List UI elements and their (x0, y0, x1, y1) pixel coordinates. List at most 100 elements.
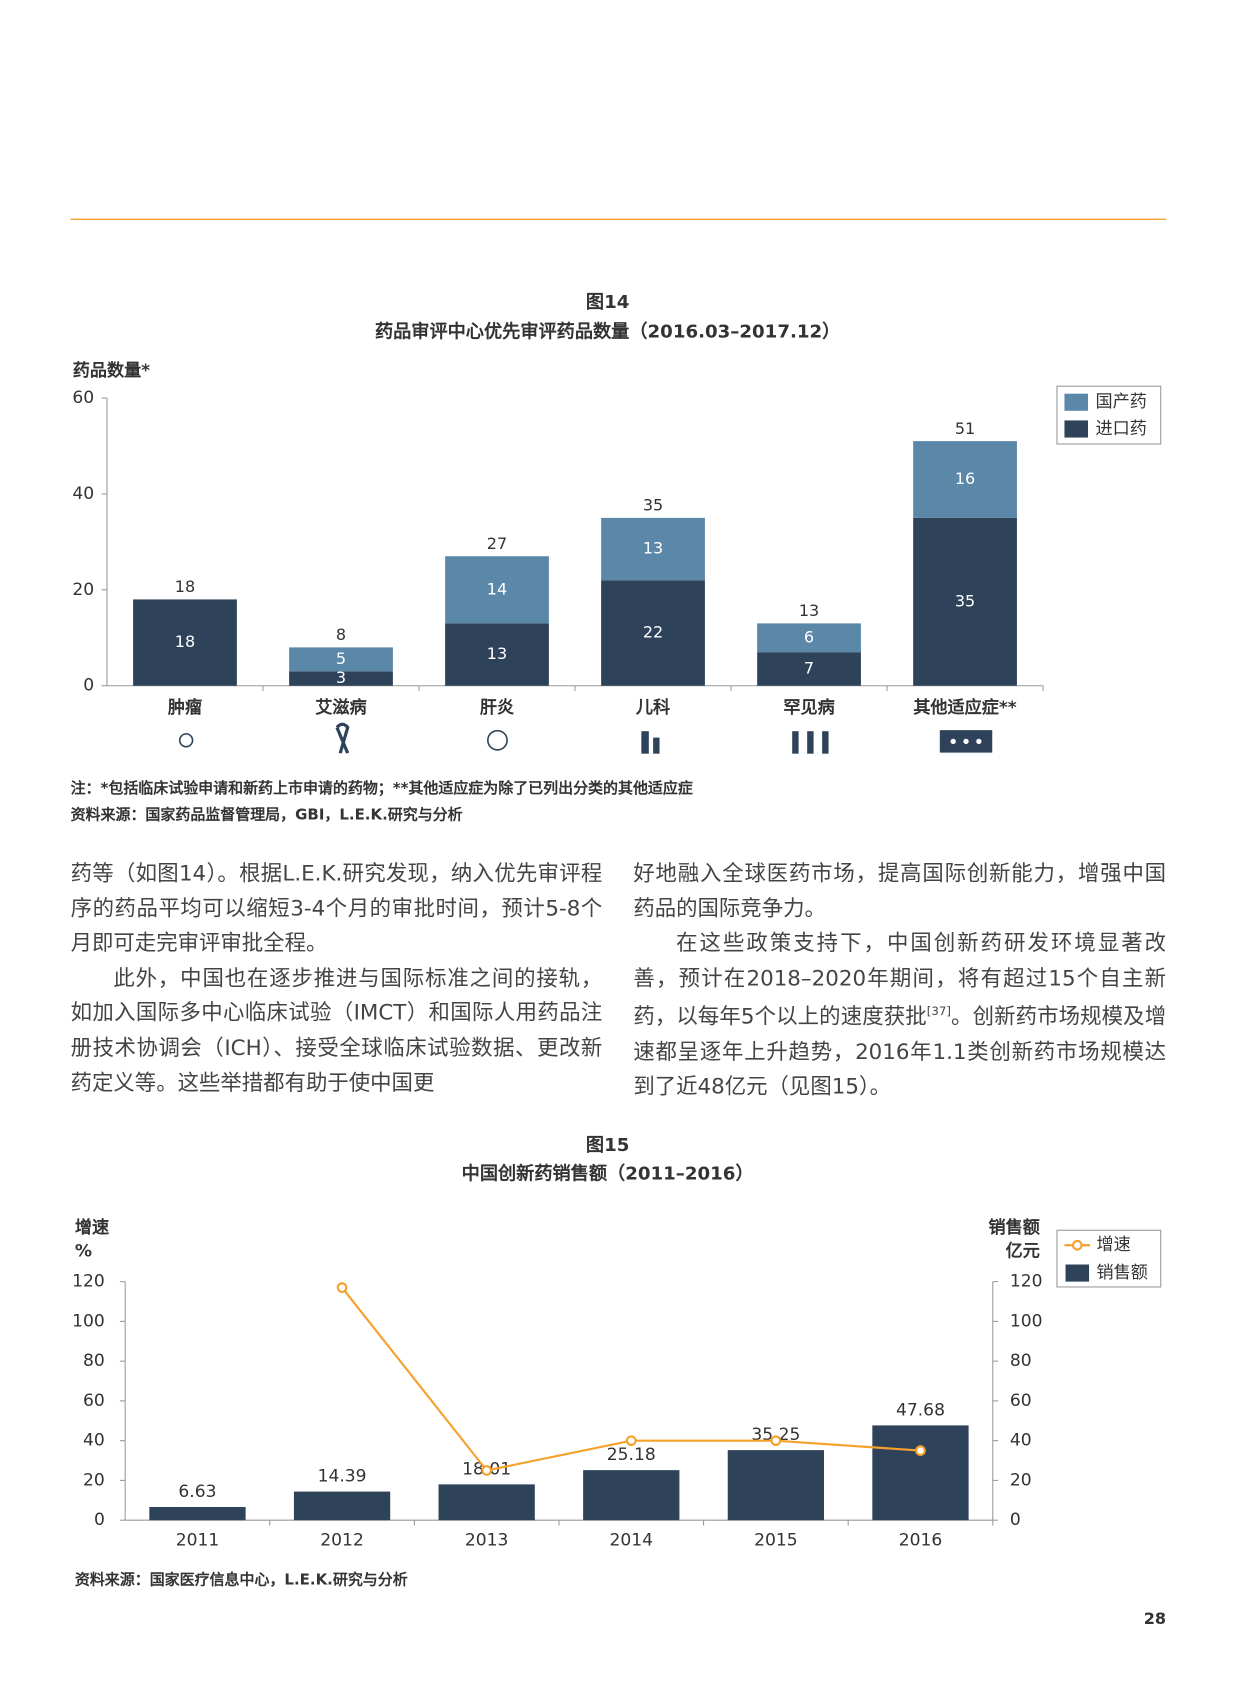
legend-label: 进口药 (1095, 419, 1146, 439)
legend-swatch (1064, 394, 1088, 411)
x-tick-label: 肝炎 (480, 697, 515, 718)
bar-value-label: 13 (487, 644, 507, 663)
icon-dot (963, 739, 968, 744)
bar (149, 1507, 245, 1520)
x-tick-label: 艾滋病 (315, 697, 366, 718)
bar-value-label: 14.39 (318, 1467, 367, 1487)
y-axis-label: 药品数量* (73, 360, 150, 381)
x-tick-label: 2015 (754, 1531, 798, 1551)
legend-swatch (1066, 1265, 1090, 1282)
paragraph: 药等（如图14）。根据L.E.K.研究发现，纳入优先审评程序的药品平均可以缩短3… (71, 856, 603, 961)
icon-people (808, 732, 813, 753)
chart-note: 注：*包括临床试验申请和新药上市申请的药物；**其他适应症为除了已列出分类的其他… (71, 779, 693, 797)
page-number: 28 (1144, 1609, 1166, 1628)
y-axis-unit: % (75, 1242, 92, 1262)
y-tick-label: 40 (83, 1431, 105, 1451)
bar-value-label: 5 (336, 649, 346, 668)
y-tick-label: 120 (72, 1272, 105, 1292)
bar (872, 1425, 968, 1520)
y-tick-label: 40 (72, 484, 94, 504)
total-label: 35 (643, 496, 663, 515)
bar-value-label: 7 (804, 658, 814, 677)
bar (583, 1470, 679, 1520)
icon-people (793, 732, 798, 753)
bar-value-label: 14 (487, 579, 507, 598)
total-label: 18 (175, 577, 195, 596)
line-point (482, 1466, 491, 1475)
y-tick-label: 60 (83, 1391, 105, 1411)
y-tick-label: 60 (72, 388, 94, 408)
total-label: 13 (799, 601, 819, 620)
line-point (338, 1283, 347, 1292)
y2-axis-unit: 亿元 (1006, 1241, 1040, 1262)
icon-kids (642, 732, 648, 753)
line-point (916, 1446, 925, 1455)
bar-value-label: 16 (955, 469, 975, 488)
icon-tumor (180, 734, 193, 747)
bar-value-label: 22 (643, 622, 663, 641)
text-column-right: 好地融入全球医药市场，提高国际创新能力，增强中国药品的国际竞争力。 在这些政策支… (633, 856, 1166, 1104)
legend-label: 增速 (1097, 1235, 1131, 1255)
y2-axis-label: 销售额 (989, 1217, 1041, 1238)
icon-people (823, 732, 828, 753)
y2-tick-label: 120 (1010, 1272, 1043, 1292)
chart-source: 资料来源：国家医疗信息中心，L.E.K.研究与分析 (75, 1571, 408, 1589)
legend-swatch (1064, 420, 1088, 437)
x-tick-label: 其他适应症** (913, 697, 1016, 718)
y2-tick-label: 0 (1010, 1510, 1021, 1530)
paragraph: 好地融入全球医药市场，提高国际创新能力，增强中国药品的国际竞争力。 (633, 856, 1166, 926)
x-tick-label: 2011 (176, 1531, 220, 1551)
paragraph: 在这些政策支持下，中国创新药研发环境显著改善，预计在2018–2020年期间，将… (633, 926, 1166, 1104)
legend-label: 销售额 (1097, 1263, 1148, 1283)
bar-value-label: 35 (955, 591, 975, 610)
x-tick-label: 肿瘤 (168, 697, 202, 718)
bar-value-label: 13 (643, 539, 663, 558)
icon-liver (488, 731, 507, 750)
y2-tick-label: 80 (1010, 1351, 1032, 1371)
y2-tick-label: 40 (1010, 1431, 1032, 1451)
bar-value-label: 47.68 (896, 1400, 945, 1420)
legend-marker (1073, 1241, 1082, 1250)
y-tick-label: 100 (72, 1311, 105, 1331)
y-axis-label: 增速 (75, 1217, 109, 1238)
paragraph: 此外，中国也在逐步推进与国际标准之间的接轨，如加入国际多中心临床试验（IMCT）… (71, 960, 603, 1099)
citation: [37] (927, 1005, 951, 1019)
bar-value-label: 25.18 (607, 1445, 656, 1465)
y-tick-label: 20 (72, 580, 94, 600)
y2-tick-label: 100 (1010, 1311, 1043, 1331)
bar (439, 1484, 535, 1520)
icon-kids (654, 738, 659, 753)
icon-ribbon (337, 724, 348, 753)
x-tick-label: 儿科 (635, 697, 670, 718)
chart-title: 图15 (586, 1135, 629, 1156)
chart-source: 资料来源：国家药品监督管理局，GBI，L.E.K.研究与分析 (71, 806, 463, 824)
y-tick-label: 20 (83, 1470, 105, 1490)
line-point (772, 1436, 781, 1445)
bar-value-label: 6 (804, 627, 814, 646)
y2-tick-label: 20 (1010, 1470, 1032, 1490)
chart-subtitle: 中国创新药销售额（2011–2016） (462, 1163, 754, 1185)
icon-dot (976, 739, 981, 744)
y-tick-label: 0 (94, 1510, 105, 1530)
y-tick-label: 80 (83, 1351, 105, 1371)
line-point (627, 1436, 636, 1445)
legend-label: 国产药 (1095, 392, 1146, 412)
text-column-left: 药等（如图14）。根据L.E.K.研究发现，纳入优先审评程序的药品平均可以缩短3… (71, 856, 603, 1100)
bar (294, 1492, 390, 1521)
x-tick-label: 2014 (609, 1531, 653, 1551)
icon-dot (951, 739, 956, 744)
category-icons (180, 724, 992, 753)
chart-title: 图14 (586, 292, 629, 313)
bar-value-label: 6.63 (178, 1482, 216, 1502)
bar-value-label: 18 (175, 632, 195, 651)
x-tick-label: 罕见病 (783, 697, 834, 718)
total-label: 27 (487, 534, 507, 553)
total-label: 8 (336, 625, 346, 644)
y-tick-label: 0 (83, 676, 94, 696)
total-label: 51 (955, 419, 975, 438)
y2-tick-label: 60 (1010, 1391, 1032, 1411)
x-tick-label: 2012 (320, 1531, 364, 1551)
